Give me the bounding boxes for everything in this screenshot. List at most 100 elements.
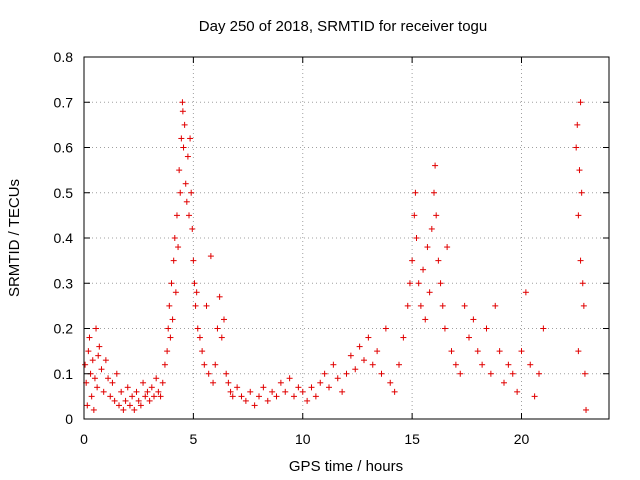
data-point [522,289,529,296]
data-point [205,370,212,377]
data-point [140,379,147,386]
data-point [352,366,359,373]
y-tick-labels: 0 0.1 0.2 0.3 0.4 0.5 0.6 0.7 0.8 [54,49,74,427]
x-tick-label: 20 [514,431,530,447]
x-axis-label: GPS time / hours [289,458,403,475]
data-point [575,348,582,355]
data-point [420,266,427,273]
data-point [173,212,180,219]
data-point [470,316,477,323]
y-tick-label: 0.7 [54,94,74,110]
data-point [165,325,172,332]
y-tick-label: 0.8 [54,49,74,65]
x-tick-labels: 0 5 10 15 20 [80,431,529,447]
data-point [187,135,194,142]
data-point [518,348,525,355]
data-point [188,189,195,196]
data-points [82,99,590,413]
data-point [441,325,448,332]
data-point [189,225,196,232]
data-point [167,334,174,341]
data-point [326,384,332,391]
data-point [291,393,297,400]
y-tick-label: 0.3 [54,275,74,291]
x-tick-label: 15 [404,431,420,447]
data-point [576,167,583,174]
data-point [400,334,407,341]
data-point [86,334,93,341]
data-point [107,393,114,400]
data-point [573,144,580,151]
data-point [365,334,372,341]
data-point [171,235,178,241]
data-point [144,388,151,395]
data-point [387,379,394,386]
data-point [179,99,186,106]
data-point [396,361,402,368]
data-point [437,280,444,287]
data-point [505,361,512,368]
data-point [201,361,208,368]
data-point [184,153,191,160]
data-point [580,302,587,309]
data-point [457,370,464,377]
y-tick-label: 0.5 [54,185,74,201]
data-point [578,189,585,196]
data-point [164,348,171,355]
data-point [216,293,223,300]
data-point [225,379,232,386]
data-point [102,357,109,364]
data-point [176,167,183,174]
data-point [242,397,249,404]
data-point [277,379,284,386]
data-point [417,302,424,309]
data-point [260,384,267,391]
data-point [137,402,144,409]
data-point [356,343,363,350]
data-point [487,370,494,377]
data-point [169,316,176,323]
data-point [273,393,280,400]
data-point [183,198,190,205]
data-point [439,302,446,309]
data-point [159,379,166,386]
data-point [509,370,516,377]
data-point [531,393,538,400]
data-point [579,280,586,287]
data-point [496,348,503,355]
data-point [374,348,381,355]
data-point [404,302,411,309]
data-point [391,388,398,395]
data-point [452,361,459,368]
data-point [435,257,442,264]
data-point [177,189,184,196]
chart-title: Day 250 of 2018, SRMTID for receiver tog… [199,18,487,35]
data-point [111,397,118,404]
data-point [330,361,337,368]
data-point [96,343,103,350]
data-point [317,379,324,386]
y-tick-label: 0.1 [54,366,74,382]
data-point [227,388,234,395]
x-tick-label: 0 [80,431,88,447]
data-point [129,393,136,400]
data-point [334,375,341,382]
data-point [133,388,140,395]
data-point [155,388,162,395]
data-point [343,370,350,377]
data-point [247,388,254,395]
data-point [105,375,112,382]
data-point [223,370,230,377]
data-point [378,370,385,377]
data-point [146,397,153,404]
data-point [178,135,185,142]
x-tick-label: 10 [295,431,311,447]
data-point [431,189,437,196]
data-point [514,388,521,395]
data-point [148,384,155,391]
data-point [411,212,418,219]
data-point [238,393,245,400]
data-point [166,302,173,309]
data-point [126,402,133,409]
